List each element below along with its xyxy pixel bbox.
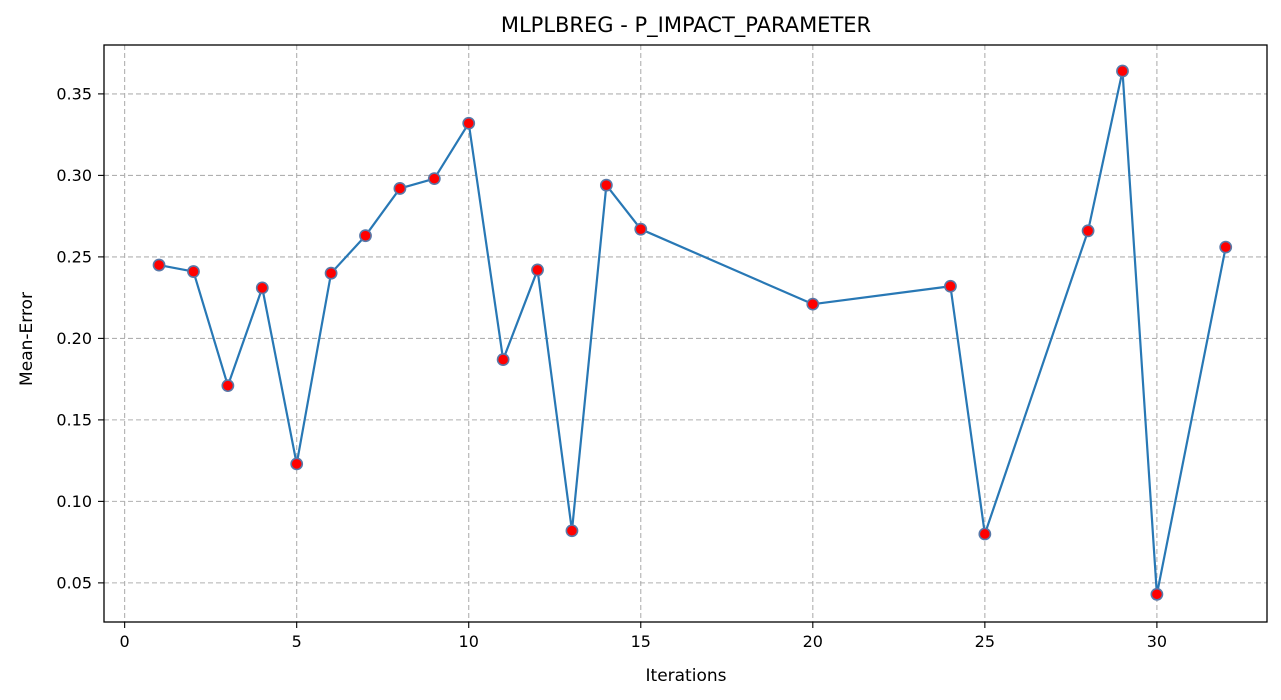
data-point-marker <box>152 258 166 272</box>
grid <box>104 45 1267 622</box>
data-point-marker <box>944 279 957 293</box>
data-point-marker <box>1150 587 1164 601</box>
data-point-marker <box>255 281 269 295</box>
y-tick-label: 0.25 <box>56 247 92 266</box>
y-tick-label: 0.15 <box>56 410 92 429</box>
y-tick-label: 0.30 <box>56 166 92 185</box>
data-point-marker <box>1081 224 1095 238</box>
data-point-marker <box>187 265 200 278</box>
data-point-marker <box>531 263 544 277</box>
x-tick-label: 0 <box>120 632 130 651</box>
axes: 0 5 10 15 20 25 30 0.05 0.10 0.15 0.20 0.25 0.30 0.35 <box>56 44 1268 651</box>
series-line <box>158 69 1227 596</box>
data-point-marker <box>565 524 579 538</box>
x-tick-label: 30 <box>1147 632 1167 651</box>
data-point-marker <box>978 527 992 541</box>
data-point-marker <box>427 172 441 186</box>
chart-title: MLPLBREG - P_IMPACT_PARAMETER <box>501 13 871 38</box>
y-axis-label: Mean-Error <box>17 292 37 386</box>
data-point-marker <box>393 182 407 195</box>
x-tick-label: 10 <box>459 632 479 651</box>
x-tick-label: 15 <box>631 632 651 651</box>
y-tick-label: 0.20 <box>56 329 92 348</box>
data-point-marker <box>1219 240 1233 254</box>
data-point-marker <box>806 297 820 311</box>
x-axis-label: Iterations <box>646 666 727 686</box>
x-tick-label: 20 <box>803 632 823 651</box>
series <box>152 64 1233 601</box>
data-point-marker <box>1116 64 1129 78</box>
plot-frame <box>103 44 1268 623</box>
y-tick-label: 0.35 <box>56 84 92 103</box>
data-point-marker <box>496 353 510 366</box>
data-point-marker <box>290 457 304 471</box>
x-tick-label: 5 <box>292 632 302 651</box>
data-point-marker <box>359 229 372 243</box>
data-point-marker <box>324 266 338 280</box>
data-point-marker <box>221 379 235 393</box>
x-tick-label: 25 <box>975 632 995 651</box>
y-tick-label: 0.05 <box>56 573 92 592</box>
data-point-marker <box>599 178 613 192</box>
data-point-marker <box>634 222 648 236</box>
y-tick-label: 0.10 <box>56 492 92 511</box>
data-point-marker <box>462 116 476 130</box>
